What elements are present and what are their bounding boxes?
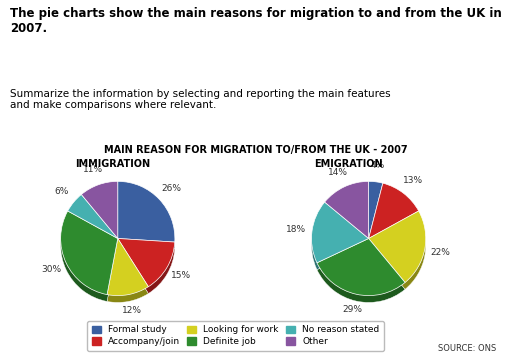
- Wedge shape: [369, 188, 383, 245]
- Wedge shape: [369, 181, 383, 238]
- Wedge shape: [60, 218, 118, 301]
- Wedge shape: [107, 238, 148, 296]
- Wedge shape: [369, 183, 419, 238]
- Text: 29%: 29%: [343, 305, 362, 314]
- Text: 30%: 30%: [41, 265, 61, 274]
- Wedge shape: [311, 202, 369, 263]
- Wedge shape: [325, 181, 369, 238]
- Wedge shape: [325, 188, 369, 245]
- Wedge shape: [118, 181, 175, 242]
- Wedge shape: [118, 245, 175, 293]
- Text: 22%: 22%: [431, 248, 451, 257]
- Wedge shape: [60, 211, 118, 295]
- Text: 12%: 12%: [121, 306, 141, 315]
- Wedge shape: [107, 245, 148, 302]
- Legend: Formal study, Accompany/join, Looking for work, Definite job, No reason stated, : Formal study, Accompany/join, Looking fo…: [87, 321, 384, 351]
- Text: The pie charts show the main reasons for migration to and from the UK in 2007.: The pie charts show the main reasons for…: [10, 7, 502, 35]
- Wedge shape: [118, 238, 175, 287]
- Text: IMMIGRATION: IMMIGRATION: [75, 159, 150, 169]
- Wedge shape: [369, 211, 426, 282]
- Wedge shape: [68, 201, 118, 245]
- Wedge shape: [81, 181, 118, 238]
- Text: 11%: 11%: [83, 165, 103, 174]
- Text: Summarize the information by selecting and reporting the main features
and make : Summarize the information by selecting a…: [10, 89, 391, 110]
- Wedge shape: [68, 195, 118, 238]
- Wedge shape: [369, 218, 426, 289]
- Text: 18%: 18%: [286, 225, 306, 234]
- Wedge shape: [81, 188, 118, 245]
- Wedge shape: [317, 245, 405, 302]
- Wedge shape: [118, 188, 175, 249]
- Text: 15%: 15%: [170, 271, 191, 280]
- Text: 6%: 6%: [54, 187, 69, 196]
- Text: EMIGRATION: EMIGRATION: [314, 159, 382, 169]
- Wedge shape: [369, 190, 419, 245]
- Text: 26%: 26%: [161, 184, 181, 193]
- Text: MAIN REASON FOR MIGRATION TO/FROM THE UK - 2007: MAIN REASON FOR MIGRATION TO/FROM THE UK…: [104, 145, 408, 155]
- Wedge shape: [317, 238, 405, 296]
- Text: 13%: 13%: [403, 176, 423, 185]
- Text: 4%: 4%: [371, 161, 385, 170]
- Text: SOURCE: ONS: SOURCE: ONS: [438, 345, 497, 353]
- Text: 14%: 14%: [328, 168, 348, 177]
- Wedge shape: [311, 209, 369, 270]
